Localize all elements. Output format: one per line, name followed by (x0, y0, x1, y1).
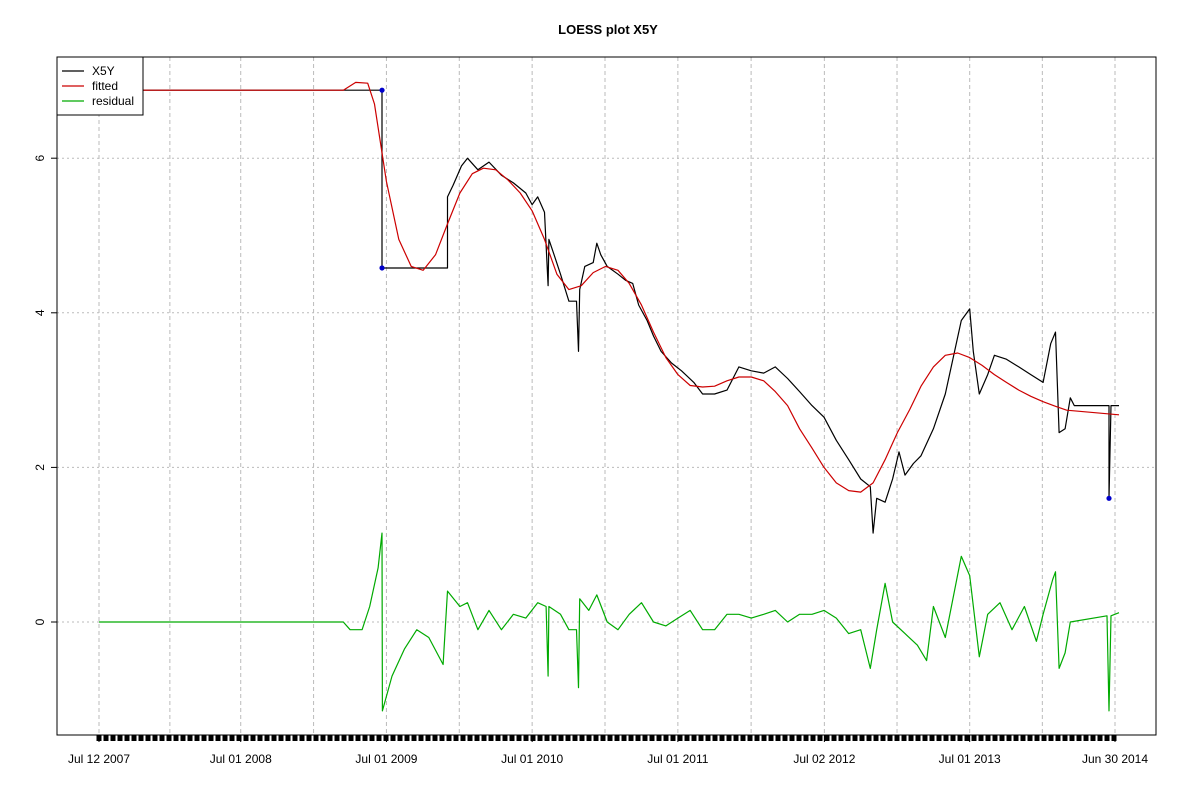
chart-title: LOESS plot X5Y (558, 22, 658, 37)
point-marker (379, 87, 385, 93)
x-axis: Jul 12 2007 Jul 01 2008 Jul 01 2009 Jul 01 … (68, 734, 1148, 766)
legend-label-fitted: fitted (92, 79, 118, 93)
series-fitted (99, 81, 1120, 493)
x-tick-label: Jul 01 2009 (355, 752, 417, 766)
point-marker (379, 265, 385, 271)
legend-label-x5y: X5Y (92, 64, 115, 78)
y-tick-label: 2 (33, 464, 47, 471)
x-tick-label: Jul 02 2012 (793, 752, 855, 766)
x-tick-label: Jun 30 2014 (1082, 752, 1148, 766)
y-tick-label: 0 (33, 618, 47, 625)
plot-frame (56, 56, 1157, 736)
series-lines (99, 81, 1120, 712)
point-marker (1106, 495, 1112, 501)
series-x5y (99, 89, 1119, 534)
x-minor-ticks (96, 735, 1117, 741)
series-residual (99, 532, 1120, 712)
x-tick-label: Jul 01 2011 (647, 752, 708, 766)
point-markers (379, 87, 1112, 501)
y-tick-label: 6 (33, 155, 47, 162)
x-tick-label: Jul 01 2013 (939, 752, 1001, 766)
x-tick-label: Jul 01 2008 (210, 752, 272, 766)
legend-label-residual: residual (92, 94, 134, 108)
grid-lines (57, 57, 1156, 735)
y-tick-label: 4 (33, 309, 47, 316)
x-tick-label: Jul 12 2007 (68, 752, 130, 766)
y-axis: 0 2 4 6 (33, 155, 57, 625)
x-tick-label: Jul 01 2010 (501, 752, 563, 766)
